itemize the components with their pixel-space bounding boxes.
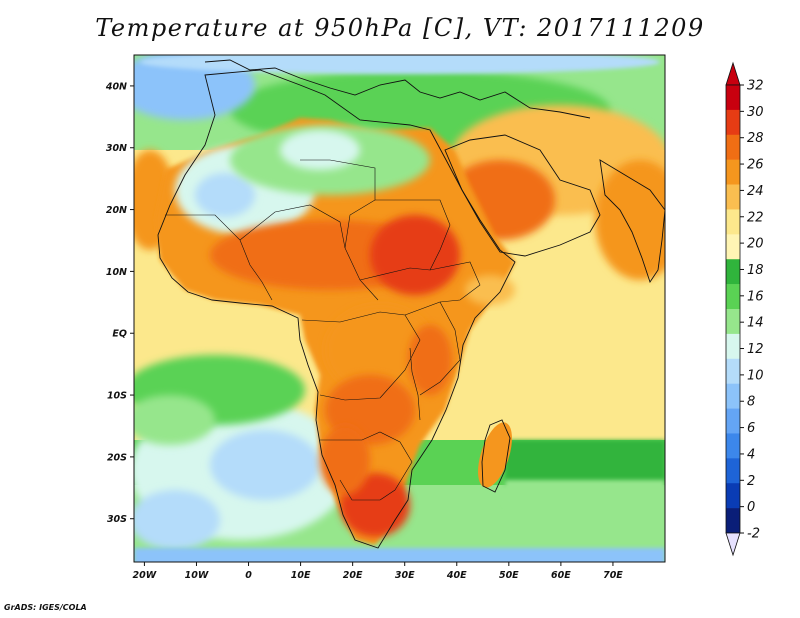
colorbar-swatch bbox=[726, 259, 740, 285]
software-credit: GrADS: IGES/COLA bbox=[4, 603, 87, 612]
arabian-peninsula-coastline bbox=[444, 134, 601, 257]
lon-tick-label: 70E bbox=[603, 570, 623, 581]
colorbar-label: 24 bbox=[747, 184, 764, 199]
colorbar-label: 2 bbox=[747, 474, 755, 489]
colorbar-label: 8 bbox=[747, 395, 755, 410]
lon-tick-label: 60E bbox=[551, 570, 571, 581]
colorbar-swatch bbox=[726, 358, 740, 384]
border-south bbox=[320, 431, 413, 501]
india-coastline bbox=[599, 159, 665, 284]
lon-tick-label: 10E bbox=[291, 570, 311, 581]
border-egypt-sudan bbox=[375, 199, 451, 271]
lon-tick-label: 20W bbox=[133, 570, 157, 581]
colorbar-label: 18 bbox=[747, 263, 764, 278]
colorbar-label: 22 bbox=[747, 210, 764, 225]
colorbar-swatch bbox=[726, 109, 740, 136]
lon-tick-label: 20E bbox=[343, 570, 363, 581]
namibia-hot bbox=[320, 425, 370, 495]
border-sahara-west bbox=[165, 214, 273, 301]
lat-tick-label: 10S bbox=[107, 391, 127, 402]
colorbar-label: 4 bbox=[747, 447, 755, 462]
colorbar-label: 16 bbox=[747, 289, 764, 304]
colorbar-bottom-arrow bbox=[725, 532, 741, 557]
colorbar-label: 0 bbox=[747, 500, 755, 515]
border-mali-niger bbox=[239, 204, 346, 249]
colorbar-swatch bbox=[726, 134, 740, 160]
colorbar-swatch bbox=[726, 408, 740, 434]
lat-tick-label: 20S bbox=[107, 452, 127, 463]
colorbar-top-arrow bbox=[725, 61, 741, 86]
colorbar-label: 14 bbox=[747, 316, 764, 331]
sahara-cool-blue bbox=[195, 173, 255, 217]
colorbar-swatch bbox=[726, 309, 740, 335]
lat-tick-label: 40N bbox=[105, 81, 127, 92]
colorbar-label: 26 bbox=[747, 158, 764, 173]
temperature-field bbox=[134, 55, 665, 562]
lon-tick-label: 50E bbox=[499, 570, 519, 581]
border-sudan-ethiopia bbox=[359, 261, 481, 303]
congo-warm bbox=[325, 305, 435, 395]
colorbar-swatch bbox=[726, 234, 740, 260]
colorbar-swatch bbox=[726, 383, 740, 409]
colorbar-swatch bbox=[726, 284, 740, 310]
colorbar-label: 28 bbox=[747, 131, 764, 146]
india-warm bbox=[595, 160, 665, 280]
lat-tick-label: EQ bbox=[112, 329, 127, 340]
country-borders bbox=[165, 159, 481, 501]
lat-tick-label: 20N bbox=[106, 205, 127, 216]
lat-tick-label: 10N bbox=[106, 267, 127, 278]
lat-tick-label: 30N bbox=[106, 143, 127, 154]
south-atlantic-southwest-cool bbox=[134, 490, 220, 550]
colorbar-swatch bbox=[726, 458, 740, 484]
madagascar-coastline bbox=[481, 419, 511, 493]
indian-ocean-light-green-band bbox=[505, 480, 665, 505]
colorbar-swatch bbox=[726, 333, 740, 360]
border-lakes bbox=[409, 347, 421, 421]
colorbar-label: 32 bbox=[747, 79, 764, 94]
tanzania-hot bbox=[408, 325, 452, 395]
longitude-tick-labels: 20W 10W 0 10E 20E 30E 40E 50E 60E 70E bbox=[133, 562, 623, 581]
colorbar-swatch bbox=[726, 433, 740, 459]
lon-tick-label: 10W bbox=[185, 570, 209, 581]
colorbar-label: 30 bbox=[747, 105, 764, 120]
madagascar-warm bbox=[478, 422, 512, 488]
colorbar-swatch bbox=[726, 159, 740, 185]
colorbar-swatch bbox=[726, 85, 740, 111]
border-central bbox=[301, 311, 421, 401]
far-south-blue-band bbox=[134, 548, 665, 562]
colorbar-swatch bbox=[726, 483, 740, 509]
coastlines bbox=[157, 59, 665, 549]
colorbar-label: -2 bbox=[747, 527, 760, 542]
atlantic-green-belt-2 bbox=[134, 395, 215, 445]
colorbar-label: 10 bbox=[747, 368, 764, 383]
europe-coastline bbox=[204, 59, 591, 119]
lon-tick-label: 40E bbox=[446, 570, 467, 581]
colorbar-swatch bbox=[726, 508, 740, 534]
libya-cool bbox=[280, 130, 360, 170]
colorbar-label: 12 bbox=[747, 342, 764, 357]
border-libya-chad bbox=[300, 159, 379, 301]
plot-frame bbox=[133, 54, 666, 563]
colorbar-label: 20 bbox=[747, 237, 764, 252]
northwest-atlantic-blue bbox=[134, 55, 255, 120]
horn-of-africa-warm bbox=[465, 275, 515, 305]
lon-tick-label: 0 bbox=[245, 570, 252, 581]
indian-ocean-green-band bbox=[505, 440, 665, 485]
lat-tick-label: 30S bbox=[107, 514, 127, 525]
latitude-tick-labels: 40N 30N 20N 10N EQ 10S 20S 30S bbox=[105, 81, 134, 525]
map-title: Temperature at 950hPa [C], VT: 201711120… bbox=[95, 14, 705, 42]
colorbar-label: 6 bbox=[747, 421, 755, 436]
south-atlantic-cold-core bbox=[210, 430, 320, 500]
lon-tick-label: 30E bbox=[395, 570, 415, 581]
sudan-hottest bbox=[370, 215, 460, 295]
colorbar-swatch bbox=[726, 184, 740, 210]
colorbar-swatch bbox=[726, 209, 740, 235]
africa-coastline bbox=[157, 69, 516, 549]
border-east bbox=[404, 301, 461, 396]
north-top-blue bbox=[140, 55, 660, 74]
